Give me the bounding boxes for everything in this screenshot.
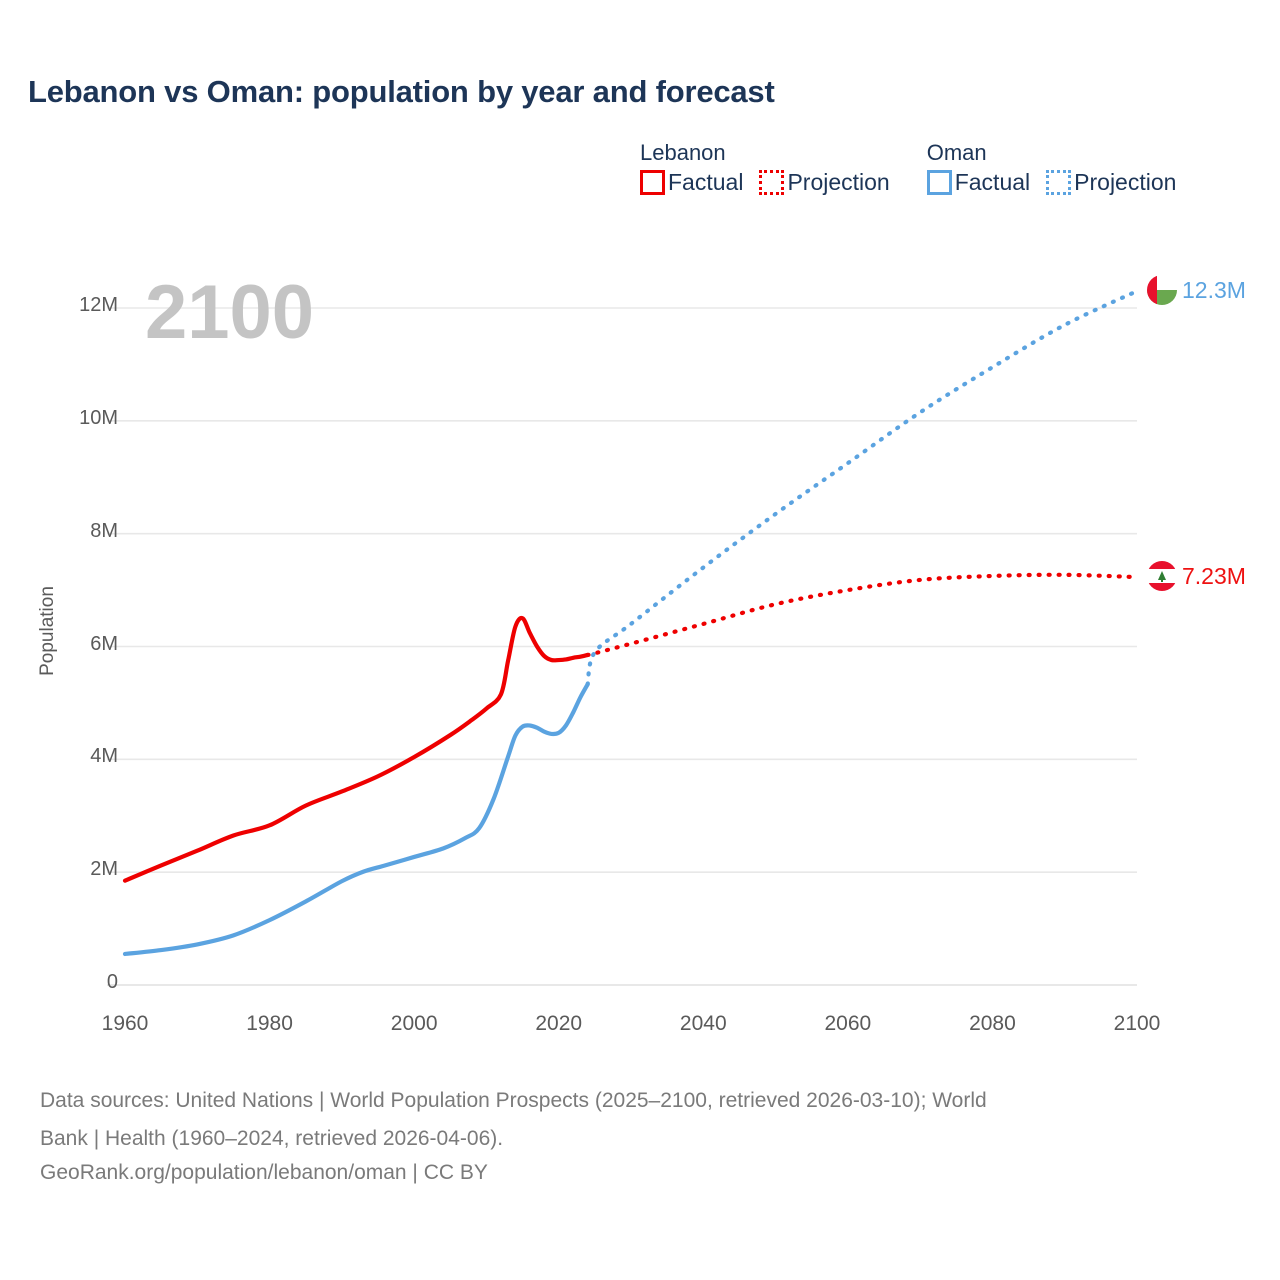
x-tick-label: 2040 [679, 1012, 727, 1035]
footer-line-2: Bank | Health (1960–2024, retrieved 2026… [40, 1127, 504, 1150]
chart-footer: Data sources: United Nations | World Pop… [40, 1084, 1240, 1190]
chart-legend: Lebanon Factual Projection Oman Factual [640, 142, 1176, 195]
legend-item-oman-projection[interactable]: Projection [1046, 170, 1176, 195]
footer-line-3[interactable]: GeoRank.org/population/lebanon/oman | CC… [40, 1161, 488, 1184]
page-title: Lebanon vs Oman: population by year and … [28, 74, 775, 109]
y-tick-label: 8M [90, 519, 118, 542]
legend-swatch-dotted-icon [759, 170, 785, 195]
chart-plot-area [107, 288, 1140, 986]
lebanon-flag-icon [1147, 561, 1177, 592]
y-axis-title: Population [37, 586, 58, 676]
legend-label-oman-factual: Factual [954, 169, 1031, 195]
endpoint-value-lebanon: 7.23M [1182, 562, 1246, 589]
y-tick-label: 2M [90, 858, 118, 881]
y-tick-label: 0 [106, 971, 118, 993]
legend-swatch-solid-icon [640, 170, 665, 195]
legend-country-oman: Oman [926, 140, 987, 165]
legend-swatch-solid-icon [926, 170, 952, 195]
x-tick-label: 2020 [535, 1012, 583, 1035]
legend-label-lebanon-factual: Factual [668, 169, 744, 195]
x-tick-label: 2080 [969, 1012, 1016, 1035]
legend-item-lebanon-factual[interactable]: Factual [640, 170, 743, 195]
y-tick-label: 12M [79, 294, 118, 316]
endpoint-label-lebanon: 7.23M [1147, 561, 1246, 592]
legend-item-oman-factual[interactable]: Factual [926, 169, 1031, 195]
x-tick-label: 2000 [390, 1012, 438, 1035]
endpoint-label-oman: 12.3M [1147, 275, 1246, 306]
x-tick-label: 1980 [246, 1012, 293, 1035]
footer-line-1: Data sources: United Nations | World Pop… [40, 1089, 987, 1112]
legend-label-oman-projection: Projection [1074, 169, 1177, 195]
x-tick-label: 2100 [1113, 1012, 1161, 1035]
legend-swatch-dotted-icon [1046, 170, 1072, 195]
oman-flag-icon [1147, 275, 1177, 306]
legend-group-oman: Oman Factual Projection [926, 140, 1176, 195]
y-tick-label: 6M [90, 632, 118, 655]
y-tick-label: 10M [79, 406, 118, 429]
legend-country-lebanon: Lebanon [640, 140, 726, 165]
x-tick-label: 1960 [101, 1012, 149, 1035]
year-watermark: 2100 [145, 270, 315, 355]
x-tick-label: 2060 [824, 1012, 872, 1035]
legend-label-lebanon-projection: Projection [787, 169, 890, 195]
y-tick-label: 4M [90, 745, 118, 768]
legend-item-lebanon-projection[interactable]: Projection [759, 169, 890, 195]
legend-group-lebanon: Lebanon Factual Projection [640, 142, 890, 195]
endpoint-value-oman: 12.3M [1182, 276, 1246, 303]
